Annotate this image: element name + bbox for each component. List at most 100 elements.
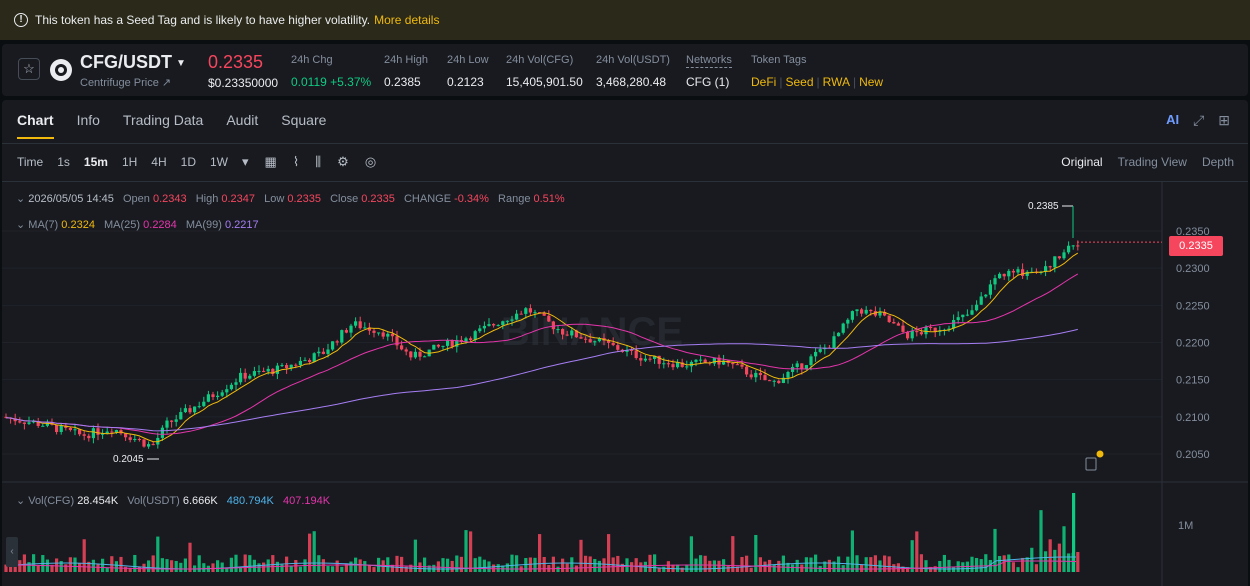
candle-body [4, 416, 8, 418]
candle-body [786, 371, 790, 378]
vol-cfg-value: 28.454K [77, 495, 119, 507]
candlestick-chart[interactable]: 0.2350 0.2300 0.2250 0.2200 0.2150 0.2100 0.20… [2, 100, 1248, 586]
ai-icon[interactable]: AI [1166, 112, 1180, 127]
candle-type-icon[interactable]: ⫼ [315, 154, 322, 169]
chart-top-icons: AI ⤢ ⊞ [1166, 112, 1230, 129]
candle-body [745, 366, 749, 375]
volume-bar [620, 563, 624, 572]
timeframe-1h[interactable]: 1H [121, 155, 138, 169]
pair-selector[interactable]: CFG/USDT ▼ [80, 52, 186, 73]
chevron-down-icon[interactable]: ⌄ [16, 495, 29, 507]
candle-body [1062, 252, 1066, 259]
volume-bar [128, 567, 132, 572]
candle-body [142, 439, 146, 447]
timeframe-4h[interactable]: 4H [151, 155, 167, 169]
ma7-label: MA(7) [28, 219, 59, 231]
candle-body [101, 433, 105, 435]
volume-bar [248, 555, 252, 572]
banner-text: This token has a Seed Tag and is likely … [35, 13, 371, 27]
candle-body [170, 420, 174, 422]
volume-bar [1030, 547, 1034, 572]
favorite-star-icon[interactable]: ☆ [18, 58, 40, 80]
tag-rwa[interactable]: RWA [822, 75, 850, 89]
volume-bar [114, 561, 118, 572]
chevron-down-icon[interactable]: ⌄ [16, 193, 29, 205]
candle-body [998, 273, 1002, 279]
volume-bar [243, 554, 247, 572]
volume-bar [708, 560, 712, 572]
candle-body [593, 341, 597, 343]
usd-price: $0.23350000 [208, 76, 279, 90]
stat-networks[interactable]: Networks CFG (1) [686, 54, 732, 89]
layout-grid-icon[interactable]: ⊞ [1218, 112, 1230, 128]
chevron-down-icon[interactable]: ⌄ [16, 219, 29, 231]
candle-body [864, 309, 868, 314]
chart-settings-icon[interactable]: ⚙ [337, 154, 349, 169]
tab-chart[interactable]: Chart [17, 112, 54, 139]
timeframe-15m[interactable]: 15m [83, 155, 108, 169]
tab-info[interactable]: Info [76, 112, 100, 128]
tab-audit[interactable]: Audit [226, 112, 259, 128]
display-settings-icon[interactable]: ◎ [364, 154, 377, 169]
volume-bar [441, 558, 445, 572]
volume-bar [459, 556, 463, 572]
candle-body [114, 430, 118, 433]
candle-body [653, 355, 657, 359]
candle-body [294, 364, 298, 366]
stat-label: 24h Low [447, 54, 489, 66]
candle-body [36, 421, 40, 426]
volume-bar [662, 566, 666, 572]
volume-bar [183, 558, 187, 572]
stat-24h-high: 24h High 0.2385 [384, 54, 428, 89]
candle-body [87, 435, 91, 439]
candle-body [418, 351, 422, 357]
divider [2, 143, 1248, 144]
candle-body [55, 424, 59, 432]
expand-icon[interactable]: ⤢ [1193, 112, 1205, 128]
candle-body [202, 401, 206, 407]
tab-square[interactable]: Square [281, 112, 327, 128]
tag-defi[interactable]: DeFi [751, 75, 777, 89]
coin-info-link[interactable]: Centrifuge Price ↗ [80, 77, 172, 89]
candle-body [381, 332, 385, 337]
candle-body [519, 313, 523, 315]
timeframe-1d[interactable]: 1D [180, 155, 196, 169]
timeframe-time[interactable]: Time [17, 155, 44, 169]
volume-bar [91, 559, 95, 572]
volume-bar [101, 558, 105, 572]
candle-body [257, 370, 261, 372]
candle-body [464, 338, 468, 342]
view-depth[interactable]: Depth [1201, 155, 1234, 169]
indicators-icon[interactable]: ⌇ [292, 154, 300, 169]
more-details-link[interactable]: More details [374, 13, 440, 27]
candle-body [584, 338, 588, 340]
view-trading-view[interactable]: Trading View [1117, 155, 1187, 169]
candle-body [179, 412, 183, 420]
view-original[interactable]: Original [1061, 155, 1103, 169]
candle-body [377, 332, 381, 334]
candle-body [303, 360, 307, 362]
stat-24h-vol-cfg: 24h Vol(CFG) 15,405,901.50 [506, 54, 583, 89]
scroll-left-chevron-icon[interactable]: ‹ [6, 537, 18, 567]
volume-bar [901, 566, 905, 572]
timeframe-1s[interactable]: 1s [57, 155, 70, 169]
volume-bar [4, 564, 8, 572]
candle-body [952, 320, 956, 329]
tag-seed[interactable]: Seed [785, 75, 814, 89]
candle-body [32, 421, 36, 423]
candle-body [961, 314, 965, 318]
volume-bar [607, 534, 611, 572]
candle-body [703, 359, 707, 363]
volume-bar [947, 559, 951, 572]
candle-body [524, 308, 528, 314]
tag-new[interactable]: New [859, 75, 884, 89]
volume-bar [317, 555, 321, 572]
tab-trading-data[interactable]: Trading Data [122, 112, 204, 128]
candle-body [795, 363, 799, 367]
candle-body [533, 312, 537, 314]
candle-body [515, 313, 519, 320]
ma7-value: 0.2324 [61, 219, 95, 231]
more-timeframes-chevron-icon[interactable]: ▾ [241, 154, 249, 169]
calendar-icon[interactable]: ▦ [264, 154, 277, 169]
timeframe-1w[interactable]: 1W [209, 155, 228, 169]
